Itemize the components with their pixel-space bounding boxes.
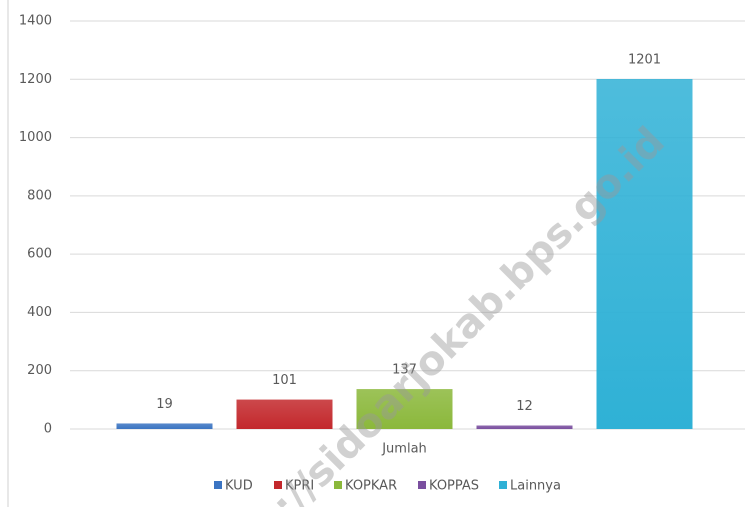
bar [356, 389, 453, 429]
legend-swatch [274, 481, 282, 489]
y-tick-label: 200 [27, 363, 52, 378]
y-tick-label: 400 [27, 305, 52, 320]
legend-label: KOPKAR [345, 479, 397, 494]
legend-label: KUD [225, 479, 253, 494]
value-label: 19 [156, 397, 173, 412]
y-tick-label: 800 [27, 188, 52, 203]
y-tick-label: 600 [27, 247, 52, 262]
legend-label: Lainnya [510, 479, 561, 494]
bar [236, 399, 333, 429]
bar [596, 78, 693, 429]
y-tick-label: 1400 [19, 14, 52, 29]
value-label: 12 [516, 399, 533, 414]
x-tick-label: Jumlah [381, 442, 427, 457]
value-label: 101 [272, 373, 297, 388]
legend-swatch [214, 481, 222, 489]
legend-swatch [334, 481, 342, 489]
legend-label: KOPPAS [429, 479, 479, 494]
y-tick-label: 0 [44, 422, 52, 437]
legend-label: KPRI [285, 479, 314, 494]
value-label: 1201 [628, 52, 661, 67]
legend-swatch [499, 481, 507, 489]
bar [116, 423, 213, 429]
legend-swatch [418, 481, 426, 489]
value-label: 137 [392, 363, 417, 378]
y-tick-label: 1200 [19, 72, 52, 87]
bar [476, 425, 573, 429]
y-tick-label: 1000 [19, 130, 52, 145]
